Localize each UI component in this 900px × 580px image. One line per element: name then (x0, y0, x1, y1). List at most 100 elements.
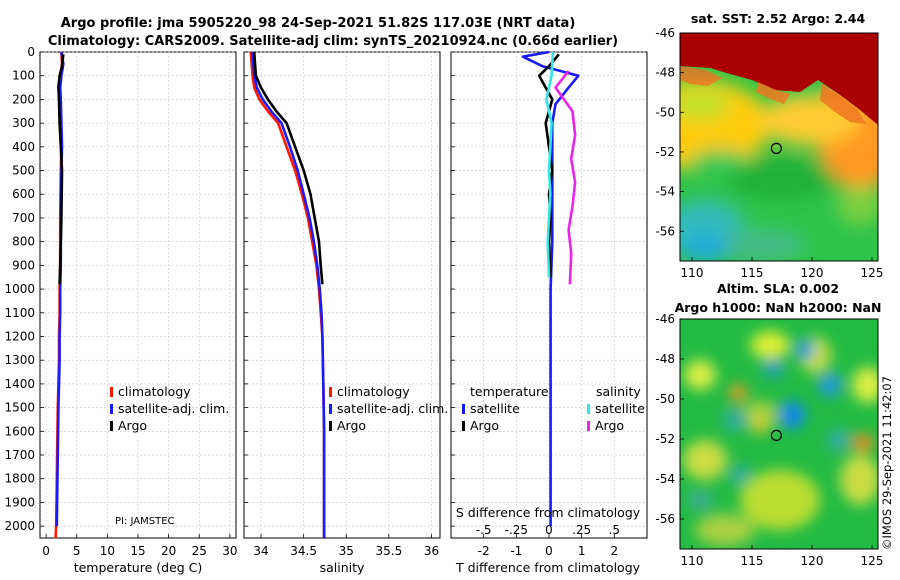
depth-tick-label: 1500 (4, 401, 35, 415)
title-line-2: Climatology: CARS2009. Satellite-adj cli… (48, 34, 618, 49)
x-tick-label: 15 (130, 544, 145, 558)
salinity-lines (249, 51, 326, 538)
legend-label-climatology: climatology (118, 384, 191, 399)
legend-swatch-argo (110, 421, 113, 431)
difference-legend-temperature: temperature satellite Argo (462, 384, 549, 433)
lat-tick-label: -52 (655, 432, 675, 446)
depth-tick-labels: 0 100 200 300 400 500 600 700 800 900 1000 1100 1200… (4, 45, 35, 533)
temperature-legend: climatology satellite-adj. clim. Argo (110, 384, 229, 433)
series-line-argo (252, 51, 324, 285)
argo-position-marker (770, 429, 782, 441)
legend-swatch-t-argo (462, 421, 465, 431)
legend-swatch-t-satellite (462, 404, 465, 414)
lon-tick-label: 120 (801, 266, 824, 280)
x-tick-label: -1 (510, 544, 522, 558)
legend-title-salinity: salinity (596, 384, 641, 399)
sla-heatmap (680, 319, 878, 549)
legend-label-t-argo: Argo (470, 418, 499, 433)
legend-label-argo: Argo (337, 418, 366, 433)
lat-tick-label: -48 (655, 66, 675, 80)
legend-label-t-satellite: satellite (470, 401, 520, 416)
lat-tick-label: -56 (655, 224, 675, 238)
lon-tick-label: 125 (861, 266, 884, 280)
x-tick-label: 25 (192, 544, 207, 558)
t-difference-tick-labels: -2 -1 0 1 2 (478, 544, 618, 558)
depth-tick-label: 200 (12, 92, 35, 106)
legend-swatch-s-argo (587, 421, 590, 431)
sst-map-title: sat. SST: 2.52 Argo: 2.44 (691, 11, 866, 26)
x-tick-label: 35 (339, 544, 354, 558)
sst-map-axes (679, 32, 879, 262)
lat-tick-label: -56 (655, 512, 675, 526)
x-tick-label: 0 (42, 544, 50, 558)
x-tick-label: 36 (424, 544, 439, 558)
lon-tick-label: 125 (861, 554, 884, 568)
x-tick-label: 0 (545, 544, 553, 558)
lon-tick-label: 110 (681, 554, 704, 568)
lat-tick-label: -48 (655, 352, 675, 366)
series-line-salinity-argo (554, 70, 577, 285)
legend-label-s-argo: Argo (595, 418, 624, 433)
sla-map-subtitle: Argo h1000: NaN h2000: NaN (675, 300, 882, 315)
x-tick-label: 34 (253, 544, 268, 558)
legend-label-argo: Argo (118, 418, 147, 433)
difference-legend-salinity: salinity satellite Argo (587, 384, 645, 433)
temperature-xlabel: temperature (deg C) (74, 560, 203, 575)
lat-tick-label: -50 (655, 105, 675, 119)
depth-tick-label: 400 (12, 140, 35, 154)
salinity-legend: climatology satellite-adj. clim. Argo (329, 384, 448, 433)
copyright-label: ©IMOS 29-Sep-2021 11:42:07 (880, 376, 894, 550)
x-tick-label: -2 (478, 544, 490, 558)
salinity-xlabel: salinity (320, 560, 365, 575)
depth-tick-label: 1300 (4, 353, 35, 367)
series-line-argo (57, 54, 65, 285)
lat-tick-label: -46 (655, 26, 675, 40)
legend-swatch-argo (329, 421, 332, 431)
argo-position-marker (770, 142, 782, 154)
depth-tick-label: 0 (27, 45, 35, 59)
depth-tick-label: 600 (12, 187, 35, 201)
x-tick-label: 2 (611, 544, 619, 558)
legend-label-s-satellite: satellite (595, 401, 645, 416)
sla-map-axes (679, 318, 879, 550)
s-tick-label: .25 (572, 523, 591, 537)
depth-tick-label: 300 (12, 116, 35, 130)
salinity-grid (244, 51, 440, 538)
depth-tick-label: 500 (12, 164, 35, 178)
legend-swatch-s-satellite (587, 404, 590, 414)
lon-tick-label: 120 (801, 554, 824, 568)
legend-label-satellite: satellite-adj. clim. (337, 401, 448, 416)
series-line-satellite-adj-clim- (251, 51, 326, 538)
sst-map-panel: sat. SST: 2.52 Argo: 2.44 110 115 120 125 -4… (655, 11, 884, 280)
series-line-temperature-argo (537, 53, 560, 278)
lat-tick-label: -54 (655, 472, 675, 486)
pi-label: PI: JAMSTEC (115, 516, 175, 527)
depth-tick-label: 1800 (4, 472, 35, 486)
lon-tick-label: 115 (741, 554, 764, 568)
depth-tick-label: 800 (12, 235, 35, 249)
title-line-1: Argo profile: jma 5905220_98 24-Sep-2021… (61, 16, 576, 31)
difference-lines (521, 50, 580, 527)
s-tick-label: -.5 (476, 523, 492, 537)
temperature-grid (40, 51, 236, 538)
depth-tick-label: 1000 (4, 282, 35, 296)
depth-tick-label: 2000 (4, 519, 35, 533)
lat-tick-label: -54 (655, 185, 675, 199)
x-tick-label: 34.5 (290, 544, 317, 558)
sla-map-tick-labels: 110 115 120 125 -46 -48 -50 -52 -54 -56 (655, 312, 883, 568)
lat-tick-label: -46 (655, 312, 675, 326)
lat-tick-label: -50 (655, 392, 675, 406)
difference-grid (451, 51, 647, 538)
depth-tick-label: 700 (12, 211, 35, 225)
depth-tick-label: 1400 (4, 377, 35, 391)
s-difference-label: S difference from climatology (456, 505, 641, 520)
series-line-salinity-satellite (545, 51, 555, 278)
x-tick-label: 30 (222, 544, 237, 558)
legend-label-satellite: satellite-adj. clim. (118, 401, 229, 416)
x-tick-label: 20 (161, 544, 176, 558)
depth-tick-label: 1600 (4, 424, 35, 438)
s-difference-tick-labels: -.5 -.25 0 .25 .5 (476, 523, 620, 537)
x-tick-label: 1 (578, 544, 586, 558)
legend-title-temperature: temperature (470, 384, 549, 399)
